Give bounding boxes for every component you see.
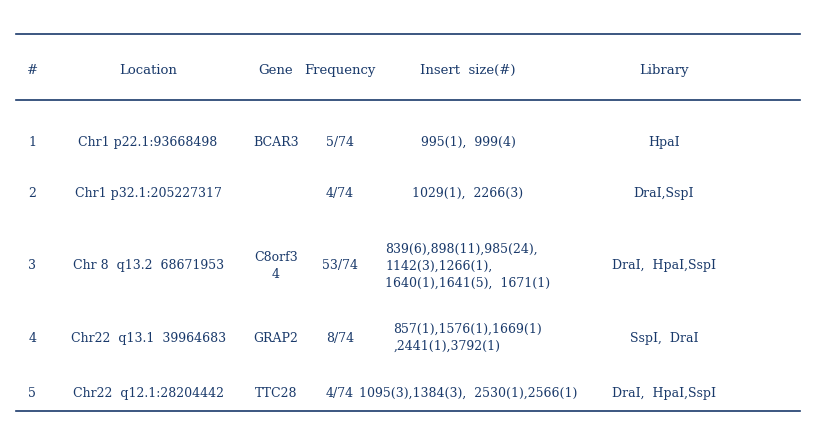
Text: TTC28: TTC28 xyxy=(255,387,297,400)
Text: Chr1 p32.1:205227317: Chr1 p32.1:205227317 xyxy=(75,187,221,200)
Text: BCAR3: BCAR3 xyxy=(253,136,299,149)
Text: Chr 8  q13.2  68671953: Chr 8 q13.2 68671953 xyxy=(73,260,224,273)
Text: 3: 3 xyxy=(28,260,36,273)
Text: DraI,  HpaI,SspI: DraI, HpaI,SspI xyxy=(612,387,716,400)
Text: GRAP2: GRAP2 xyxy=(254,332,299,345)
Text: Frequency: Frequency xyxy=(304,64,375,77)
Text: 4/74: 4/74 xyxy=(326,387,354,400)
Text: Library: Library xyxy=(639,64,689,77)
Text: 1: 1 xyxy=(28,136,36,149)
Text: Chr22  q13.1  39964683: Chr22 q13.1 39964683 xyxy=(70,332,226,345)
Text: HpaI: HpaI xyxy=(648,136,680,149)
Text: DraI,SspI: DraI,SspI xyxy=(634,187,694,200)
Text: Chr22  q12.1:28204442: Chr22 q12.1:28204442 xyxy=(73,387,224,400)
Text: 4: 4 xyxy=(28,332,36,345)
Text: 839(6),898(11),985(24),
1142(3),1266(1),
1640(1),1641(5),  1671(1): 839(6),898(11),985(24), 1142(3),1266(1),… xyxy=(385,243,551,289)
Text: #: # xyxy=(27,64,38,77)
Text: Insert  size(#): Insert size(#) xyxy=(420,64,516,77)
Text: 5: 5 xyxy=(29,387,36,400)
Text: Location: Location xyxy=(119,64,177,77)
Text: 2: 2 xyxy=(29,187,36,200)
Text: 4/74: 4/74 xyxy=(326,187,354,200)
Text: Chr1 p22.1:93668498: Chr1 p22.1:93668498 xyxy=(78,136,218,149)
Text: 1095(3),1384(3),  2530(1),2566(1): 1095(3),1384(3), 2530(1),2566(1) xyxy=(359,387,577,400)
Text: 8/74: 8/74 xyxy=(326,332,354,345)
Text: 53/74: 53/74 xyxy=(322,260,358,273)
Text: C8orf3
4: C8orf3 4 xyxy=(254,251,298,281)
Text: Gene: Gene xyxy=(259,64,294,77)
Text: 995(1),  999(4): 995(1), 999(4) xyxy=(420,136,516,149)
Text: 1029(1),  2266(3): 1029(1), 2266(3) xyxy=(412,187,524,200)
Text: SspI,  DraI: SspI, DraI xyxy=(630,332,698,345)
Text: DraI,  HpaI,SspI: DraI, HpaI,SspI xyxy=(612,260,716,273)
Text: 5/74: 5/74 xyxy=(326,136,354,149)
Text: 857(1),1576(1),1669(1)
,2441(1),3792(1): 857(1),1576(1),1669(1) ,2441(1),3792(1) xyxy=(393,323,543,353)
